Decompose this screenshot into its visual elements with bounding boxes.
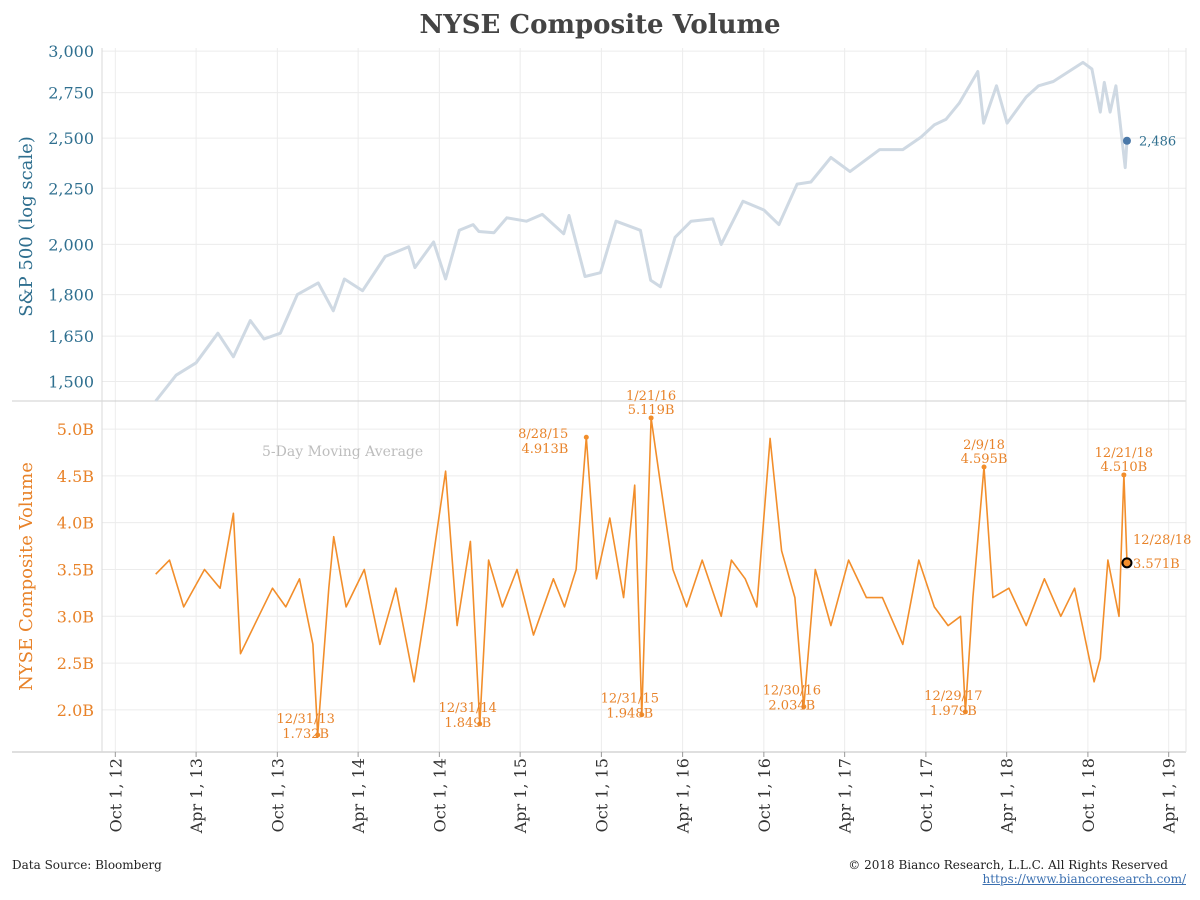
volume-annotation-value: 4.913B	[522, 442, 569, 457]
volume-annotation-date: 12/21/18	[1095, 446, 1153, 461]
x-axis: Oct 1, 12 Apr 1, 13 Oct 1, 13 Apr 1, 14 Oct …	[106, 752, 1179, 834]
x-tick-label: Apr 1, 17	[836, 758, 855, 834]
spx-y-tick-label: 2,500	[48, 129, 94, 148]
volume-annotation-date: 8/28/15	[518, 427, 568, 442]
spx-y-tick-label: 1,800	[48, 286, 94, 305]
volume-panel: 2.0B 2.5B 3.0B 3.5B 4.0B 4.5B 5.0B NYSE Composi…	[16, 389, 1191, 742]
gridlines	[102, 48, 1186, 752]
volume-annotation-value: 1.732B	[282, 727, 329, 742]
moving-average-note: 5-Day Moving Average	[262, 444, 423, 460]
volume-y-tick-label: 3.0B	[57, 607, 94, 626]
x-tick-label: Apr 1, 16	[674, 758, 693, 834]
x-tick-label: Apr 1, 18	[998, 758, 1017, 834]
x-tick-label: Oct 1, 12	[106, 758, 125, 832]
spx-end-label: 2,486	[1139, 135, 1176, 150]
copyright-note: © 2018 Bianco Research, L.L.C. All Right…	[848, 858, 1168, 872]
volume-annotation-value: 1.849B	[444, 716, 491, 731]
volume-annotation-value: 1.948B	[606, 707, 653, 722]
spx-y-tick-label: 3,000	[48, 42, 94, 61]
x-tick-label: Oct 1, 14	[430, 758, 449, 832]
volume-annotation-value: 2.034B	[768, 699, 815, 714]
volume-annotation-point	[801, 704, 807, 710]
spx-y-tick-label: 2,750	[48, 84, 94, 103]
x-tick-label: Oct 1, 17	[917, 758, 936, 832]
website-link[interactable]: https://www.biancoresearch.com/	[982, 872, 1186, 886]
volume-annotation-value: 1.979B	[930, 704, 977, 719]
volume-annotation-point	[648, 415, 654, 421]
volume-annotation-date: 12/29/17	[924, 689, 982, 704]
volume-series-line	[155, 417, 1128, 736]
volume-annotation-point	[315, 732, 321, 738]
volume-annotation-point	[639, 712, 645, 718]
volume-y-tick-label: 4.5B	[57, 467, 94, 486]
x-tick-label: Apr 1, 15	[511, 758, 530, 834]
volume-annotation-date: 12/31/15	[601, 692, 659, 707]
spx-y-axis-label: S&P 500 (log scale)	[16, 136, 37, 317]
volume-annotation-value: 4.595B	[961, 452, 1008, 467]
spx-y-tick-label: 2,000	[48, 235, 94, 254]
volume-annotation-value: 3.571B	[1133, 557, 1180, 572]
x-tick-label: Apr 1, 19	[1160, 758, 1179, 834]
panel-frames	[12, 48, 1187, 753]
volume-annotation-value: 4.510B	[1100, 460, 1147, 475]
data-source-note: Data Source: Bloomberg	[12, 858, 162, 872]
volume-y-tick-label: 3.5B	[57, 560, 94, 579]
volume-annotation-date: 12/30/16	[763, 684, 821, 699]
x-tick-label: Oct 1, 16	[755, 758, 774, 832]
volume-annotation-point	[962, 709, 968, 715]
volume-y-tick-label: 4.0B	[57, 514, 94, 533]
chart-title: NYSE Composite Volume	[419, 10, 781, 40]
volume-y-axis-label: NYSE Composite Volume	[16, 462, 37, 691]
spx-y-tick-label: 2,250	[48, 179, 94, 198]
volume-annotation-date: 12/28/18	[1133, 533, 1191, 548]
volume-y-tick-label: 2.0B	[57, 701, 94, 720]
x-tick-label: Oct 1, 18	[1079, 758, 1098, 832]
volume-annotation-date: 12/31/13	[277, 712, 335, 727]
volume-annotation-date: 12/31/14	[439, 701, 497, 716]
spx-end-point	[1122, 136, 1131, 145]
volume-y-tick-label: 5.0B	[57, 420, 94, 439]
volume-y-tick-label: 2.5B	[57, 654, 94, 673]
spx-y-tick-label: 1,500	[48, 373, 94, 392]
x-tick-label: Apr 1, 14	[349, 758, 368, 834]
volume-annotation-value: 5.119B	[628, 403, 675, 418]
x-tick-label: Oct 1, 15	[592, 758, 611, 832]
volume-last-marker	[1121, 557, 1133, 569]
volume-annotation-point	[1121, 472, 1127, 478]
volume-annotation-point	[981, 464, 987, 470]
spx-panel: 1,500 1,650 1,800 2,000 2,250 2,500 2,750 3,000…	[16, 42, 1176, 402]
spx-y-tick-label: 1,650	[48, 327, 94, 346]
volume-annotation-point	[477, 721, 483, 727]
volume-annotation-date: 1/21/16	[626, 389, 676, 404]
x-tick-label: Apr 1, 13	[187, 758, 206, 834]
spx-series-line	[154, 60, 1129, 402]
volume-annotation-point	[583, 434, 589, 440]
volume-annotation-date: 2/9/18	[963, 438, 1005, 453]
x-tick-label: Oct 1, 13	[268, 758, 287, 832]
